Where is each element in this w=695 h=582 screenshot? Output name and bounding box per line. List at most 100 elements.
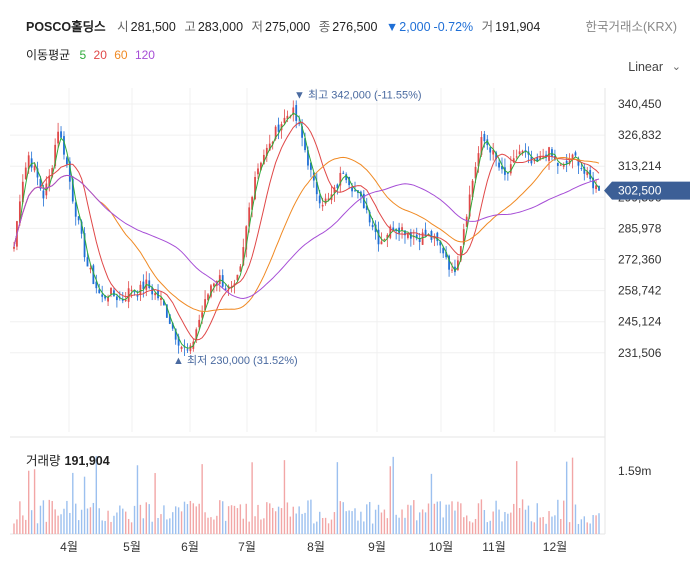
moving-average-lines <box>13 112 600 349</box>
volume-bar <box>263 518 265 534</box>
candle-body <box>57 131 59 144</box>
candle-body <box>351 187 353 192</box>
volume-bar <box>239 504 242 534</box>
volume-bar <box>518 508 521 534</box>
volume-bar <box>515 461 518 534</box>
candle-body <box>580 168 583 170</box>
volume-bar <box>336 462 339 534</box>
volume-bar <box>25 519 27 534</box>
volume-bar <box>474 518 477 534</box>
chart-grid <box>10 88 606 535</box>
candle-body <box>236 274 239 281</box>
y-tick-label: 340,450 <box>618 97 662 111</box>
volume-bar <box>198 503 200 534</box>
candle-body <box>301 126 303 138</box>
ma-legend-20[interactable]: 20 <box>93 48 107 62</box>
candle-body <box>556 162 559 166</box>
candle-body <box>321 204 324 207</box>
candle-body <box>245 226 248 250</box>
ma-legend-5[interactable]: 5 <box>79 48 87 62</box>
volume-bar <box>548 511 550 534</box>
candle-body <box>439 241 442 246</box>
candle-body <box>486 139 489 146</box>
candle-body <box>42 190 45 199</box>
chart-axes: 340,450326,832313,214299,596285,978272,3… <box>60 97 690 554</box>
volume-bar <box>316 521 318 534</box>
volume-bar <box>471 522 474 534</box>
volume-bar <box>321 517 324 534</box>
x-tick-label: 8월 <box>307 540 325 554</box>
volume-bar <box>454 510 456 534</box>
volume-bar <box>304 512 306 534</box>
volume-bar <box>345 511 347 534</box>
x-tick-label: 5월 <box>123 540 141 554</box>
volume-bar <box>536 503 538 534</box>
candle-body <box>421 232 424 245</box>
volume-bar <box>401 509 403 534</box>
change-down-icon: ▼ <box>385 20 399 34</box>
candle-body <box>286 115 289 119</box>
volume-bar <box>554 515 556 534</box>
volume-bar <box>163 505 165 534</box>
candle-body <box>424 229 427 237</box>
candle-body <box>474 166 477 179</box>
volume-bar <box>295 513 297 534</box>
candle-body <box>71 178 74 202</box>
candle-body <box>495 152 498 160</box>
candle-body <box>383 239 386 241</box>
candle-body <box>195 329 198 340</box>
volume-bar <box>586 522 588 534</box>
candle-body <box>207 294 209 300</box>
volume-bar <box>563 500 565 534</box>
candle-body <box>395 230 398 232</box>
volume-bar <box>418 512 421 534</box>
candle-body <box>121 299 124 301</box>
candle-body <box>345 174 348 181</box>
scale-mode-dropdown[interactable]: Linear <box>628 60 663 74</box>
candle-body <box>33 165 36 171</box>
volume-bar <box>389 466 391 534</box>
candle-body <box>136 294 139 297</box>
candle-body <box>310 162 312 170</box>
volume-bar <box>307 500 309 534</box>
candle-body <box>324 198 327 204</box>
volume-bar <box>16 519 18 534</box>
volume-bar <box>80 509 83 534</box>
candle-body <box>180 346 183 349</box>
y-tick-label: 272,360 <box>618 253 662 267</box>
volume-bar <box>75 503 77 534</box>
volume-bar <box>369 501 371 534</box>
ma-legend-60[interactable]: 60 <box>114 48 128 62</box>
ma-legend-120[interactable]: 120 <box>134 48 155 62</box>
x-tick-label: 12월 <box>543 540 567 554</box>
candle-body <box>436 232 439 242</box>
volume-panel-title: 거래량 191,904 <box>26 450 110 469</box>
candle-body <box>562 164 565 167</box>
volume-bar <box>533 522 536 534</box>
candle-body <box>509 164 512 174</box>
ma-5-line <box>13 112 600 349</box>
volume-bar <box>77 520 80 534</box>
candle-body <box>39 178 42 189</box>
volume-bar <box>436 501 439 534</box>
volume-bar <box>60 514 62 534</box>
candle-body <box>77 216 80 221</box>
volume-bar <box>486 522 488 534</box>
volume-bar <box>574 504 577 534</box>
volume-bar <box>283 460 286 534</box>
y-tick-label: 245,124 <box>618 315 662 329</box>
volume-bar <box>395 514 397 534</box>
volume-bar <box>210 517 212 534</box>
candle-body <box>386 234 389 239</box>
volume-bar <box>410 505 412 534</box>
candle-body <box>265 147 268 156</box>
candle-body <box>539 156 542 160</box>
chevron-down-icon[interactable]: ⌄ <box>671 61 681 73</box>
volume-bar <box>169 518 171 534</box>
volume-title-label: 거래량 <box>26 454 61 468</box>
candle-body <box>198 319 201 328</box>
volume-y-tick: 1.59m <box>618 464 651 478</box>
volume-bar <box>148 504 150 534</box>
change-percent: -0.72% <box>433 20 474 34</box>
